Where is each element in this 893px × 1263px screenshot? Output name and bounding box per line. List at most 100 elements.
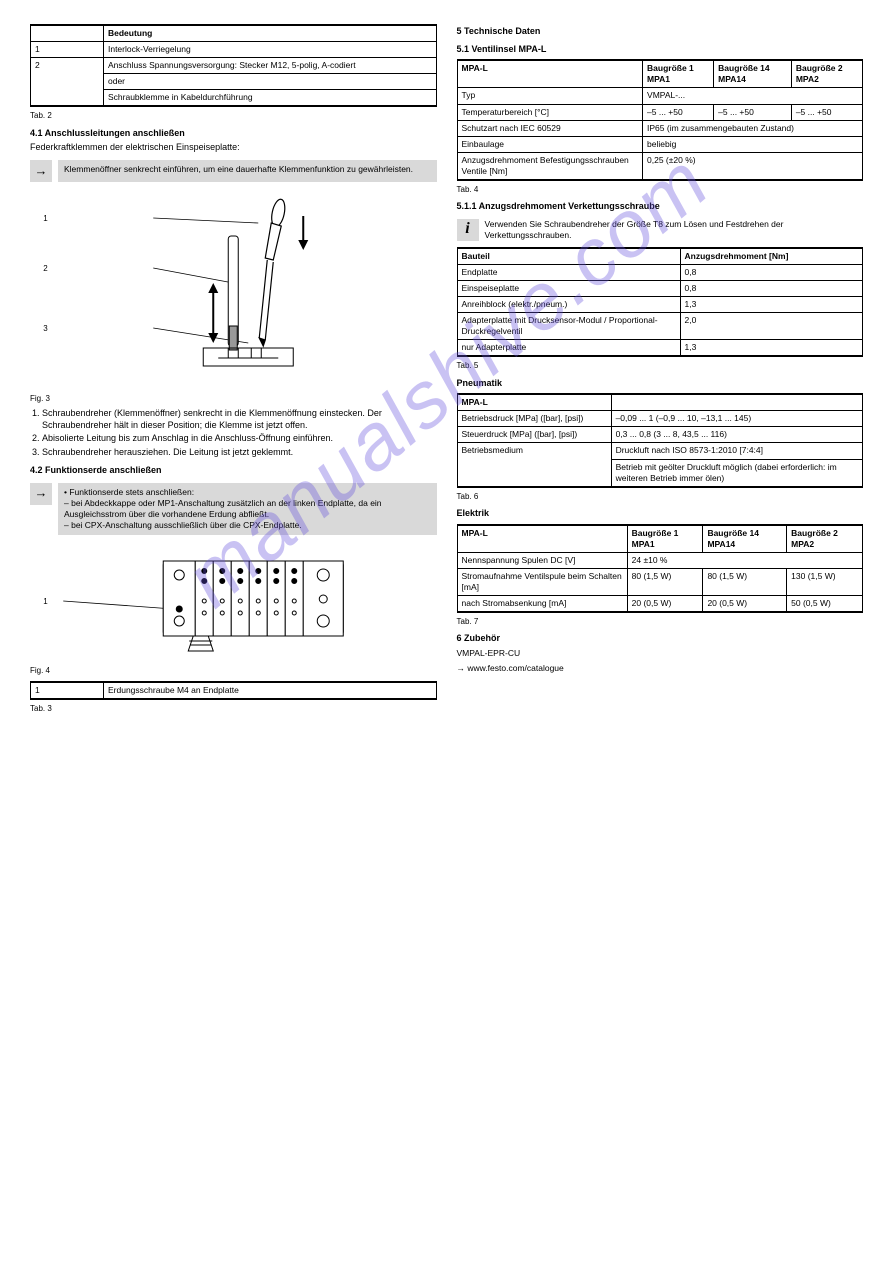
tab2-caption: Tab. 2 bbox=[30, 111, 437, 121]
table-tab4: MPA-L Baugröße 1 MPA1 Baugröße 14 MPA14 … bbox=[457, 59, 864, 180]
arrow-icon: → bbox=[30, 483, 52, 505]
info-text: Verwenden Sie Schraubendreher der Größe … bbox=[485, 219, 864, 241]
tab7-r0c1: 24 ±10 % bbox=[627, 552, 862, 568]
tab4-r1c3: –5 ... +50 bbox=[791, 104, 862, 120]
tab4-r4c0: Anzugsdrehmoment Befestigungsschrauben V… bbox=[457, 152, 643, 180]
tab7-r1c1: 80 (1,5 W) bbox=[627, 568, 703, 595]
fig4-caption: Fig. 4 bbox=[30, 666, 437, 676]
tab5-h1: Anzugsdrehmoment [Nm] bbox=[680, 248, 862, 265]
tab6-r0c0: Betriebsdruck [MPa] ([bar], [psi]) bbox=[457, 411, 611, 427]
tab6-h0: MPA-L bbox=[457, 394, 611, 411]
figure-3: 1 2 3 Fig. 3 bbox=[30, 188, 437, 404]
tab7-r2c1: 20 (0,5 W) bbox=[627, 595, 703, 612]
table-tab7: MPA-L Baugröße 1 MPA1 Baugröße 14 MPA14 … bbox=[457, 524, 864, 613]
tab4-r0c0: Typ bbox=[457, 88, 643, 104]
tab7-r2c2: 20 (0,5 W) bbox=[703, 595, 787, 612]
tab3-caption: Tab. 3 bbox=[30, 704, 437, 714]
tab4-r2c0: Schutzart nach IEC 60529 bbox=[457, 120, 643, 136]
left-column: Bedeutung 1Interlock-Verriegelung 2Ansch… bbox=[30, 20, 437, 720]
heading-4-2: 4.2 Funktionserde anschließen bbox=[30, 465, 437, 477]
tab3-r1c1: 1 bbox=[31, 682, 104, 699]
tab7-caption: Tab. 7 bbox=[457, 617, 864, 627]
tab7-r1c3: 130 (1,5 W) bbox=[787, 568, 863, 595]
tab7-r2c3: 50 (0,5 W) bbox=[787, 595, 863, 612]
tab6-r1c0: Steuerdruck [MPa] ([bar], [psi]) bbox=[457, 427, 611, 443]
tab4-r4c1: 0,25 (±20 %) bbox=[643, 152, 863, 180]
right-column: 5 Technische Daten 5.1 Ventilinsel MPA-L… bbox=[457, 20, 864, 720]
callout-4-1-text: Klemmenöffner senkrecht einführen, um ei… bbox=[58, 160, 437, 182]
heading-5-1: 5.1 Ventilinsel MPA-L bbox=[457, 44, 864, 56]
tab6-r0c1: –0,09 ... 1 (–0,9 ... 10, –13,1 ... 145) bbox=[611, 411, 862, 427]
tab4-r3c1: beliebig bbox=[643, 136, 863, 152]
tab6-r3c1: Betrieb mit geölter Druckluft möglich (d… bbox=[611, 459, 862, 487]
tab4-r0c1: VMPAL-... bbox=[643, 88, 863, 104]
arrow-icon: → bbox=[30, 160, 52, 182]
tab6-r2c1: Druckluft nach ISO 8573-1:2010 [7:4:4] bbox=[611, 443, 862, 459]
tab6-r2c0: Betriebsmedium bbox=[457, 443, 611, 487]
step-3: Schraubendreher herausziehen. Die Leitun… bbox=[42, 447, 437, 459]
tab7-h3: Baugröße 2 MPA2 bbox=[787, 525, 863, 553]
tab5-r3c0: Adapterplatte mit Drucksensor-Modul / Pr… bbox=[457, 313, 680, 340]
table-tab2: Bedeutung 1Interlock-Verriegelung 2Ansch… bbox=[30, 24, 437, 107]
heading-5-1-1: 5.1.1 Anzugsdrehmoment Verkettungsschrau… bbox=[457, 201, 864, 213]
tab2-r4c2: Schraubklemme in Kabeldurchführung bbox=[103, 90, 436, 107]
tab2-r3c2: oder bbox=[103, 74, 436, 90]
tab2-r1c1: 1 bbox=[31, 42, 104, 58]
tab5-r1c1: 0,8 bbox=[680, 281, 862, 297]
tab5-r1c0: Einspeiseplatte bbox=[457, 281, 680, 297]
tab6-caption: Tab. 6 bbox=[457, 492, 864, 502]
tab2-r1c2: Interlock-Verriegelung bbox=[103, 42, 436, 58]
heading-6: 6 Zubehör bbox=[457, 633, 864, 645]
callout-4-2-l1: • Funktionserde stets anschließen: bbox=[64, 487, 194, 497]
tab6-h1 bbox=[611, 394, 862, 411]
callout-4-2-l3: – bei CPX-Anschaltung ausschließlich übe… bbox=[64, 520, 302, 530]
tab2-r2c2: Anschluss Spannungsversorgung: Stecker M… bbox=[103, 58, 436, 74]
tab5-caption: Tab. 5 bbox=[457, 361, 864, 371]
accessory-link-text: www.festo.com/catalogue bbox=[467, 663, 563, 673]
tab7-h0: MPA-L bbox=[457, 525, 627, 553]
info-icon: i bbox=[457, 219, 479, 241]
accessory-code: VMPAL-EPR-CU bbox=[457, 648, 864, 659]
tab4-r3c0: Einbaulage bbox=[457, 136, 643, 152]
steps-4-1: Schraubendreher (Klemmenöffner) senkrech… bbox=[30, 408, 437, 459]
tab5-r0c0: Endplatte bbox=[457, 264, 680, 280]
tab6-r1c1: 0,3 ... 0,8 (3 ... 8, 43,5 ... 116) bbox=[611, 427, 862, 443]
step-2: Abisolierte Leitung bis zum Anschlag in … bbox=[42, 433, 437, 445]
fig4-label-1: 1 bbox=[43, 597, 48, 606]
tab7-r2c0: nach Stromabsenkung [mA] bbox=[457, 595, 627, 612]
text-4-1-intro: Federkraftklemmen der elektrischen Einsp… bbox=[30, 142, 437, 154]
table-tab6: MPA-L Betriebsdruck [MPa] ([bar], [psi])… bbox=[457, 393, 864, 487]
tab4-r1c1: –5 ... +50 bbox=[643, 104, 714, 120]
figure-4: 1 bbox=[30, 541, 437, 677]
tab2-r2c1: 2 bbox=[31, 58, 104, 107]
tab7-r1c0: Stromaufnahme Ventilspule beim Schalten … bbox=[457, 568, 627, 595]
tab5-r3c1: 2,0 bbox=[680, 313, 862, 340]
subhead-pneumatik: Pneumatik bbox=[457, 378, 864, 390]
tab7-r1c2: 80 (1,5 W) bbox=[703, 568, 787, 595]
tab5-r0c1: 0,8 bbox=[680, 264, 862, 280]
tab3-r1c2: Erdungsschraube M4 an Endplatte bbox=[103, 682, 436, 699]
tab4-h0: MPA-L bbox=[457, 60, 643, 88]
fig3-caption: Fig. 3 bbox=[30, 394, 437, 404]
fig3-label-1: 1 bbox=[43, 214, 48, 223]
tab7-r0c0: Nennspannung Spulen DC [V] bbox=[457, 552, 627, 568]
tab4-caption: Tab. 4 bbox=[457, 185, 864, 195]
subhead-elektrik: Elektrik bbox=[457, 508, 864, 520]
tab4-h2: Baugröße 14 MPA14 bbox=[714, 60, 792, 88]
callout-4-2-l2: – bei Abdeckkappe oder MP1-Anschaltung z… bbox=[64, 498, 382, 519]
heading-5: 5 Technische Daten bbox=[457, 26, 864, 38]
fig3-label-2: 2 bbox=[43, 264, 48, 273]
tab4-r2c1: IP65 (im zusammengebauten Zustand) bbox=[643, 120, 863, 136]
tab5-r2c0: Anreihblock (elektr./pneum.) bbox=[457, 297, 680, 313]
tab7-h2: Baugröße 14 MPA14 bbox=[703, 525, 787, 553]
fig3-label-3: 3 bbox=[43, 324, 48, 333]
tab5-h0: Bauteil bbox=[457, 248, 680, 265]
tab5-r2c1: 1,3 bbox=[680, 297, 862, 313]
callout-4-2: → • Funktionserde stets anschließen: – b… bbox=[30, 483, 437, 535]
accessory-link[interactable]: → www.festo.com/catalogue bbox=[457, 663, 864, 674]
table-tab5: BauteilAnzugsdrehmoment [Nm] Endplatte0,… bbox=[457, 247, 864, 357]
tab2-header: Bedeutung bbox=[103, 25, 436, 42]
tab4-r1c0: Temperaturbereich [°C] bbox=[457, 104, 643, 120]
tab5-r4c1: 1,3 bbox=[680, 340, 862, 357]
tab7-h1: Baugröße 1 MPA1 bbox=[627, 525, 703, 553]
